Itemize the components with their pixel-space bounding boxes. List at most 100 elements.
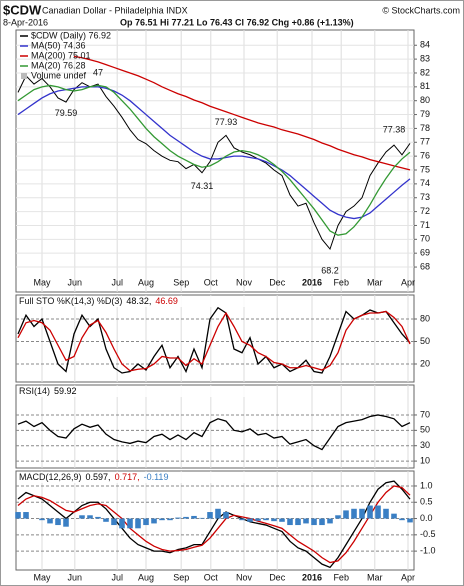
x-tick-label: Mar xyxy=(367,277,383,287)
histogram-bar xyxy=(223,512,229,519)
histogram-bar xyxy=(287,518,293,526)
histogram-bar xyxy=(295,518,301,526)
histogram-bar xyxy=(191,515,197,519)
y-tick-label: 78 xyxy=(420,123,430,133)
x-tick-label: 2016 xyxy=(302,277,322,287)
legend-label: MA(50) 74.36 xyxy=(31,40,86,50)
histogram-bar xyxy=(255,518,261,521)
instrument-name: Canadian Dollar - Philadelphia INDX xyxy=(42,5,188,15)
histogram-bar xyxy=(239,518,245,521)
x-tick-label: Sep xyxy=(173,277,189,287)
panel-title: MACD(12,26,9) 0.597, 0.717, -0.119 xyxy=(19,472,168,482)
histogram-bar xyxy=(103,518,109,522)
symbol: $CDW xyxy=(3,2,42,17)
x-tick-label: Feb xyxy=(333,572,349,582)
title-box xyxy=(17,472,247,483)
histogram-bar xyxy=(167,518,173,521)
histogram-bar xyxy=(63,518,69,527)
legend-label: 59.92 xyxy=(54,386,77,396)
histogram-bar xyxy=(39,518,45,521)
y-tick-label: 79 xyxy=(420,109,430,119)
y-tick-label: -1.0 xyxy=(420,545,436,555)
histogram-bar xyxy=(183,516,189,519)
y-tick-label: 1.0 xyxy=(420,480,433,490)
y-tick-label: 0.0 xyxy=(420,513,433,523)
series-line xyxy=(17,414,411,451)
x-tick-label: Jun xyxy=(68,572,83,582)
histogram-bar xyxy=(279,518,285,522)
y-tick-label: 10 xyxy=(420,455,430,465)
annotation: 79.59 xyxy=(55,108,78,118)
x-tick-label: Oct xyxy=(204,277,219,287)
y-tick-label: 50 xyxy=(420,425,430,435)
y-tick-label: 84 xyxy=(420,40,430,50)
legend-label: $CDW (Daily) 76.92 xyxy=(31,30,111,40)
panel-title-text: RSI(14) xyxy=(19,386,50,396)
legend-label: Volume undef xyxy=(31,70,87,80)
histogram-bar xyxy=(351,508,357,519)
legend-label: -0.119 xyxy=(144,472,169,482)
y-tick-label: 76 xyxy=(420,151,430,161)
x-tick-label: Apr xyxy=(401,572,415,582)
histogram-bar xyxy=(159,518,165,521)
histogram-bar xyxy=(407,518,413,523)
legend-label: 0.597, xyxy=(86,472,111,482)
x-tick-label: May xyxy=(33,277,51,287)
x-tick-label: Aug xyxy=(138,277,154,287)
y-tick-label: 30 xyxy=(420,440,430,450)
panel xyxy=(15,29,415,293)
x-tick-label: Jun xyxy=(68,277,83,287)
legend-label: 46.69 xyxy=(155,296,178,306)
y-tick-label: 80 xyxy=(420,95,430,105)
quote: Op 76.51 Hi 77.21 Lo 76.43 Cl 76.92 Chg … xyxy=(120,17,354,27)
histogram-bar xyxy=(311,518,317,526)
histogram-bar xyxy=(375,505,381,519)
series-line xyxy=(17,84,411,236)
y-tick-label: 83 xyxy=(420,53,430,63)
series-line xyxy=(17,310,411,372)
y-tick-label: 71 xyxy=(420,220,430,230)
source: © StockCharts.com xyxy=(382,5,460,15)
panel-title: Full STO %K(14,3) %D(3) 48.32, 46.69 xyxy=(19,296,178,306)
x-tick-label: Jul xyxy=(111,277,123,287)
panel xyxy=(15,470,415,571)
histogram-bar xyxy=(399,518,405,521)
y-tick-label: 68 xyxy=(420,261,430,271)
histogram-bar xyxy=(343,510,349,519)
x-tick-label: Dec xyxy=(269,277,286,287)
annotation: 77.93 xyxy=(215,117,238,127)
histogram-bar xyxy=(263,518,269,521)
date: 8-Apr-2016 xyxy=(3,17,48,27)
histogram-bar xyxy=(199,517,205,519)
x-tick-label: 2016 xyxy=(302,572,322,582)
histogram-bar xyxy=(207,512,213,519)
histogram-bar xyxy=(79,515,85,519)
histogram-bar xyxy=(383,508,389,519)
x-tick-label: Feb xyxy=(333,277,349,287)
series-line xyxy=(17,485,411,564)
histogram-bar xyxy=(119,518,125,529)
histogram-bar xyxy=(15,512,21,519)
histogram-bar xyxy=(47,518,53,524)
annotation: 68.2 xyxy=(321,266,339,276)
histogram-bar xyxy=(127,518,133,529)
y-tick-label: 73 xyxy=(420,192,430,202)
histogram-bar xyxy=(335,515,341,519)
histogram-bar xyxy=(135,518,141,529)
series-line xyxy=(17,306,411,374)
y-tick-label: 82 xyxy=(420,67,430,77)
y-tick-label: 70 xyxy=(420,234,430,244)
x-tick-label: Dec xyxy=(269,572,286,582)
panel xyxy=(15,384,415,469)
legend-label: MA(200) 75.01 xyxy=(31,50,91,60)
histogram-bar xyxy=(151,518,157,524)
histogram-bar xyxy=(271,518,277,522)
annotation: 77.38 xyxy=(383,124,406,134)
y-tick-label: 81 xyxy=(420,81,430,91)
y-tick-label: 50 xyxy=(420,336,430,346)
y-tick-label: -0.5 xyxy=(420,529,436,539)
y-tick-label: 77 xyxy=(420,137,430,147)
histogram-bar xyxy=(23,512,29,519)
y-tick-label: 69 xyxy=(420,248,430,258)
